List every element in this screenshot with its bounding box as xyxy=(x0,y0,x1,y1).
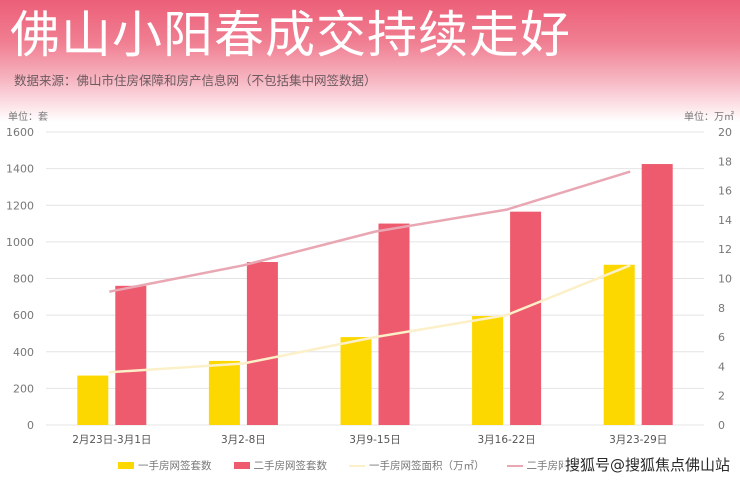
left-tick-label: 1000 xyxy=(6,236,34,249)
left-axis-ticks: 0 200 400 600 800 1000 1200 1400 1600 xyxy=(6,126,34,432)
left-tick-label: 800 xyxy=(13,273,34,286)
data-source-note: 数据来源：佛山市住房保障和房产信息网（不包括集中网签数据） xyxy=(14,73,377,88)
category-labels: 2月23日-3月1日 3月2-8日 3月9-15日 3月16-22日 3月23-29日 xyxy=(72,434,667,446)
left-tick-label: 400 xyxy=(13,346,34,359)
line-new-area xyxy=(109,264,631,374)
right-tick-label: 8 xyxy=(718,302,725,315)
right-tick-label: 2 xyxy=(718,390,725,403)
legend: 一手房网签套数 二手房网签套数 一手房网签面积（万㎡） 二手房网签 xyxy=(118,458,579,473)
bar-new-units xyxy=(77,375,109,425)
legend-label: 二手房网签套数 xyxy=(253,460,328,472)
right-tick-label: 0 xyxy=(718,419,725,432)
right-tick-label: 4 xyxy=(718,360,725,373)
line-resale-area xyxy=(109,170,631,293)
left-tick-label: 0 xyxy=(27,419,34,432)
bar-resale-units xyxy=(510,211,542,425)
left-tick-label: 200 xyxy=(13,382,34,395)
right-tick-label: 20 xyxy=(718,126,732,139)
lines xyxy=(109,170,631,374)
left-tick-label: 1400 xyxy=(6,163,34,176)
bar-resale-units xyxy=(641,164,673,425)
page-title: 佛山小阳春成交持续走好 xyxy=(10,6,571,64)
legend-swatch-resale-units xyxy=(233,462,250,469)
right-tick-label: 6 xyxy=(718,331,725,344)
category-label: 3月9-15日 xyxy=(349,434,401,446)
legend-item-resale-units[interactable]: 二手房网签套数 xyxy=(233,458,328,473)
bars xyxy=(77,164,673,425)
left-axis-unit: 单位：套 xyxy=(8,112,48,123)
left-tick-label: 1200 xyxy=(6,199,34,212)
legend-swatch-new-units xyxy=(118,462,134,469)
legend-label: 一手房网签套数 xyxy=(138,460,212,472)
category-label: 3月2-8日 xyxy=(221,434,266,446)
legend-swatch-resale-area xyxy=(506,464,523,467)
category-label: 3月16-22日 xyxy=(477,434,535,446)
right-tick-label: 14 xyxy=(718,214,732,227)
watermark: 搜狐号@搜狐焦点佛山站 xyxy=(562,454,732,475)
bar-new-units xyxy=(340,337,372,425)
right-axis-ticks: 0 2 4 6 8 10 12 14 16 18 20 xyxy=(718,126,732,432)
category-label: 3月23-29日 xyxy=(609,434,667,446)
left-tick-label: 1600 xyxy=(6,126,34,139)
right-tick-label: 16 xyxy=(718,185,732,198)
bar-resale-units xyxy=(378,223,410,425)
right-tick-label: 18 xyxy=(718,155,732,168)
bar-new-units xyxy=(603,264,635,425)
right-tick-label: 10 xyxy=(718,273,732,286)
left-tick-label: 600 xyxy=(13,309,34,322)
legend-swatch-new-area xyxy=(349,464,365,467)
bar-resale-units xyxy=(115,285,147,425)
legend-item-new-units[interactable]: 一手房网签套数 xyxy=(118,458,212,473)
bar-new-units xyxy=(208,360,240,425)
right-tick-label: 12 xyxy=(718,243,732,256)
right-axis-unit: 单位：万㎡ xyxy=(684,112,734,123)
header-banner xyxy=(0,0,740,122)
bar-resale-units xyxy=(246,262,278,425)
bar-new-units xyxy=(472,316,504,425)
category-label: 2月23日-3月1日 xyxy=(72,434,151,446)
legend-label: 一手房网签面积（万㎡） xyxy=(369,460,485,472)
legend-item-new-area[interactable]: 一手房网签面积（万㎡） xyxy=(349,458,485,473)
